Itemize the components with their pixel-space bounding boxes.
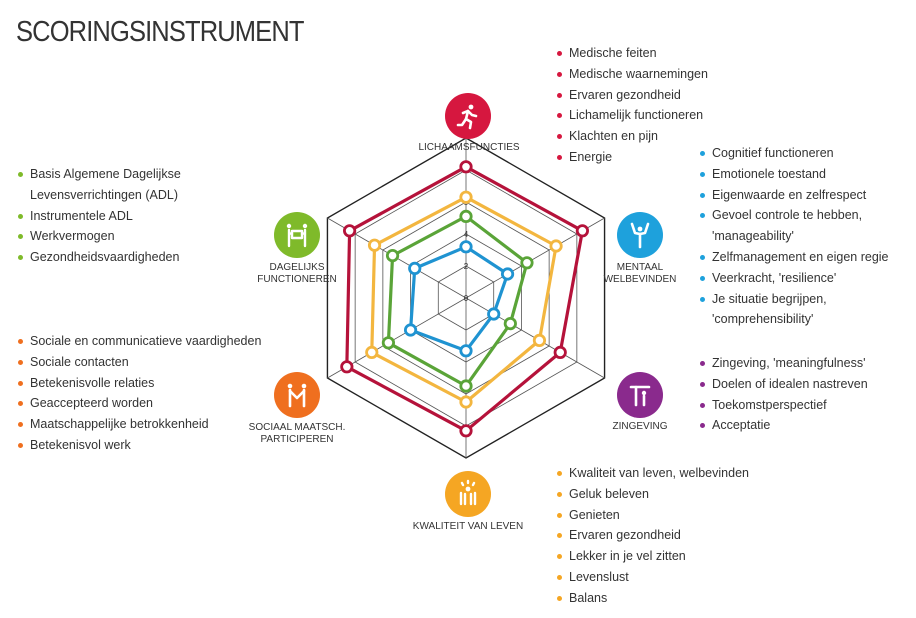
list-item: Werkvermogen (16, 226, 181, 247)
list-item: Doelen of idealen nastreven (698, 374, 868, 395)
tick-label: 0 (464, 294, 469, 303)
list-item: Gezondheidsvaardigheden (16, 247, 181, 268)
series-point-1 (549, 239, 563, 253)
series-point-3 (500, 267, 515, 281)
list-item: 'comprehensibility' (712, 312, 814, 327)
list-item: Sociale en communicatieve vaardigheden (16, 331, 261, 352)
list-item: Medische feiten (555, 43, 708, 64)
joyful-person-icon (445, 471, 491, 517)
series-point-3 (459, 240, 473, 254)
series-point-1 (459, 190, 473, 204)
list-item: 'manageability' (712, 229, 794, 244)
list-item: Acceptatie (698, 415, 868, 436)
series-point-1 (365, 345, 379, 359)
series-point-2 (459, 209, 473, 223)
series-point-0 (553, 345, 567, 359)
series-point-3 (403, 323, 418, 337)
list-mentaal-welbevinden: Cognitief functioneren Emotionele toesta… (698, 143, 889, 330)
raised-arms-person-icon (617, 212, 663, 258)
list-item: Cognitief functioneren (698, 143, 889, 164)
tick-label: 4 (464, 230, 469, 239)
series-point-1 (532, 333, 547, 347)
list-item: Basis Algemene Dagelijkse (16, 164, 181, 185)
series-point-1 (459, 395, 473, 409)
series-point-0 (575, 224, 589, 238)
list-item: Toekomstperspectief (698, 395, 868, 416)
radar-series (340, 160, 589, 438)
series-point-2 (459, 379, 473, 393)
series-line-2 (386, 214, 529, 388)
series-point-0 (343, 224, 357, 238)
list-item: Genieten (555, 505, 749, 526)
series-point-0 (340, 360, 354, 374)
list-item: Eigenwaarde en zelfrespect (698, 185, 889, 206)
list-item: Zelfmanagement en eigen regie (698, 247, 889, 268)
list-item: Ervaren gezondheid (555, 85, 708, 106)
list-item: Levensverrichtingen (ADL) (30, 187, 178, 202)
list-item: Sociale contacten (16, 352, 261, 373)
list-zingeving: Zingeving, 'meaningfulness' Doelen of id… (698, 353, 868, 436)
list-item: Levenslust (555, 567, 749, 588)
page-title: SCORINGSINSTRUMENT (16, 16, 304, 48)
dim-label-sociaal-participeren: SOCIAAL MAATSCH. PARTICIPEREN (248, 422, 346, 445)
list-item: Instrumentele ADL (16, 206, 181, 227)
list-item: Zingeving, 'meaningfulness' (698, 353, 868, 374)
list-item: Maatschappelijke betrokkenheid (16, 414, 261, 435)
list-item: Klachten en pijn (555, 126, 708, 147)
list-item: Betekenisvol werk (16, 435, 261, 456)
pointing-person-icon (617, 372, 663, 418)
tick-label: 2 (464, 262, 469, 271)
list-item: Medische waarnemingen (555, 64, 708, 85)
series-point-3 (408, 261, 422, 275)
list-item: Balans (555, 588, 749, 609)
list-item: Ervaren gezondheid (555, 525, 749, 546)
carrying-box-icon (274, 212, 320, 258)
dim-label-zingeving: ZINGEVING (612, 421, 668, 432)
list-dagelijks-functioneren: Basis Algemene Dagelijkse Levensverricht… (16, 164, 181, 268)
list-item: Geaccepteerd worden (16, 393, 261, 414)
list-sociaal-participeren: Sociale en communicatieve vaardigheden S… (16, 331, 261, 456)
list-lichaamsfuncties: Medische feiten Medische waarnemingen Er… (555, 43, 708, 168)
list-item: Je situatie begrijpen, (698, 289, 889, 310)
series-point-2 (520, 256, 534, 270)
series-point-2 (385, 249, 400, 263)
list-item: Kwaliteit van leven, welbevinden (555, 463, 749, 484)
running-person-icon (445, 93, 491, 139)
list-item: Betekenisvolle relaties (16, 373, 261, 394)
dim-label-mentaal-welbevinden: MENTAAL WELBEVINDEN (603, 262, 677, 285)
series-point-3 (487, 307, 501, 321)
two-people-icon (274, 372, 320, 418)
list-item: Geluk beleven (555, 484, 749, 505)
series-point-0 (459, 424, 473, 438)
dim-label-kwaliteit-van-leven: KWALITEIT VAN LEVEN (412, 521, 524, 532)
list-item: Lekker in je vel zitten (555, 546, 749, 567)
series-point-3 (459, 344, 473, 358)
list-item: Energie (555, 147, 708, 168)
dim-label-lichaamsfuncties: LICHAAMSFUNCTIES (418, 142, 520, 153)
list-item: Lichamelijk functioneren (555, 105, 708, 126)
series-point-2 (503, 316, 517, 331)
series-point-2 (381, 336, 396, 350)
series-point-0 (459, 160, 473, 174)
series-line-3 (408, 245, 510, 353)
series-point-1 (367, 238, 382, 252)
list-item: Emotionele toestand (698, 164, 889, 185)
list-item: Gevoel controle te hebben, (698, 205, 889, 226)
list-kwaliteit-van-leven: Kwaliteit van leven, welbevinden Geluk b… (555, 463, 749, 609)
list-item: Veerkracht, 'resilience' (698, 268, 889, 289)
dim-label-dagelijks-functioneren: DAGELIJKS FUNCTIONEREN (257, 262, 337, 285)
